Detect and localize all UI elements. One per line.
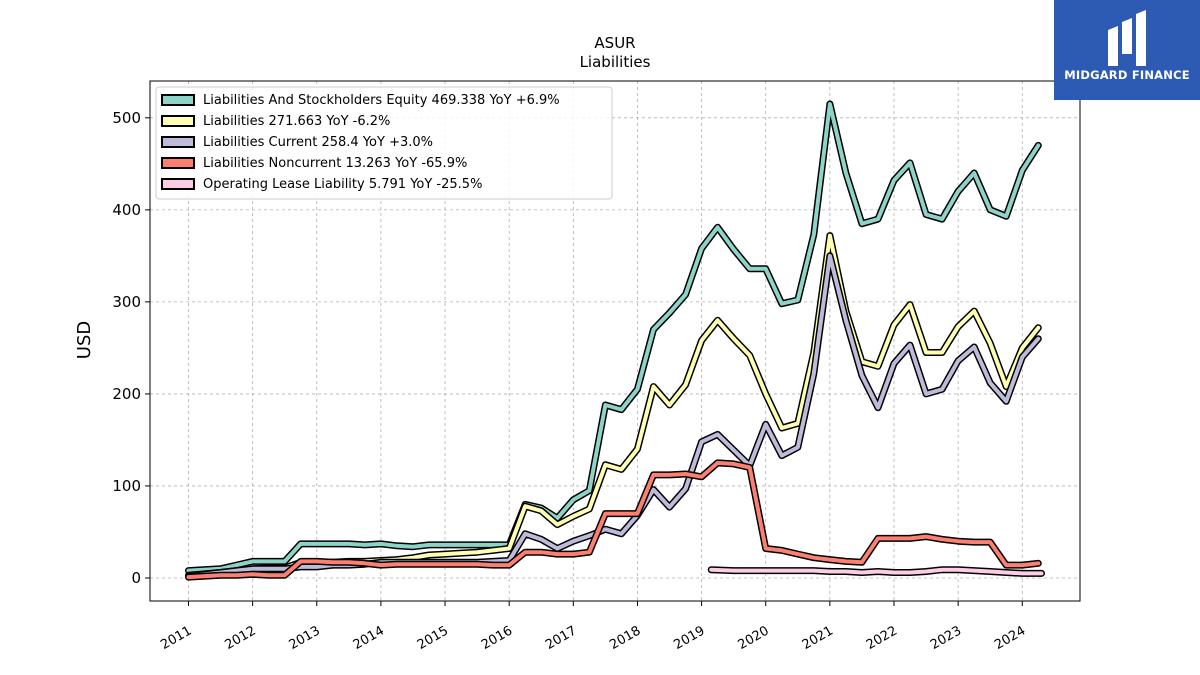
chart-title: ASUR (594, 34, 635, 52)
x-tick-label: 2021 (800, 623, 836, 653)
x-tick-label: 2018 (607, 623, 643, 653)
series-line-stroke (186, 102, 1041, 573)
y-tick-label: 500 (112, 109, 141, 127)
chart-subtitle: Liabilities (580, 53, 651, 71)
x-tick-label: 2022 (864, 623, 900, 653)
series-line-stroke (186, 460, 1041, 580)
x-tick-label: 2019 (671, 623, 707, 653)
y-tick-label: 100 (112, 477, 141, 495)
legend-entry: Liabilities Current 258.4 YoY +3.0% (203, 135, 433, 150)
plot-lines (185, 100, 1045, 581)
plot-frame (149, 80, 1081, 602)
legend: Liabilities And Stockholders Equity 469.… (155, 86, 613, 200)
series-line (707, 566, 1045, 577)
x-tick-label: 2012 (222, 623, 258, 653)
x-tick-label: 2023 (928, 623, 964, 653)
legend-swatch (161, 136, 195, 148)
legend-entry: Liabilities And Stockholders Equity 469.… (203, 93, 560, 108)
y-tick-label: 300 (112, 293, 141, 311)
y-tick-label: 400 (112, 201, 141, 219)
brand-mark-icon (1108, 10, 1146, 66)
legend-entry: Liabilities Noncurrent 13.263 YoY -65.9% (203, 156, 467, 171)
brand-name: MIDGARD FINANCE (1064, 68, 1190, 82)
legend-entry: Liabilities 271.663 YoY -6.2% (203, 114, 390, 129)
y-axis-label: USD (74, 321, 95, 359)
x-tick-label: 2017 (543, 623, 579, 653)
y-tick-label: 200 (112, 385, 141, 403)
legend-swatch (161, 157, 195, 169)
x-tick-label: 2013 (287, 623, 323, 653)
x-tick-label: 2016 (479, 623, 515, 653)
legend-swatch (161, 115, 195, 127)
x-tick-label: 2020 (736, 623, 772, 653)
legend-swatch (161, 178, 195, 190)
brand-logo: MIDGARD FINANCE (1054, 0, 1200, 100)
series-line (185, 100, 1042, 575)
y-tick-label: 0 (131, 569, 141, 587)
legend-box (155, 86, 613, 200)
x-tick-label: 2014 (351, 623, 387, 653)
x-tick-label: 2011 (158, 623, 194, 653)
legend-entry: Operating Lease Liability 5.791 YoY -25.… (203, 177, 482, 192)
legend-swatch (161, 94, 195, 106)
x-tick-label: 2015 (415, 623, 451, 653)
series-line (185, 459, 1042, 581)
series-line-stroke (709, 567, 1044, 576)
x-tick-label: 2024 (992, 623, 1028, 653)
